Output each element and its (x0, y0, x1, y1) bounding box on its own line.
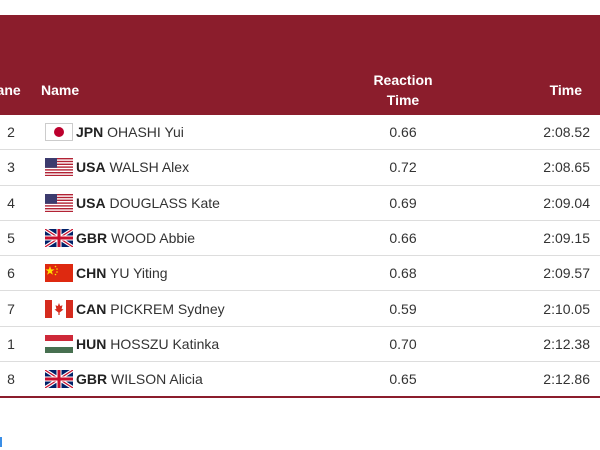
table-row: 7 CAN PICKREM Sydney 0.59 2:10.05 (0, 291, 600, 327)
finish-time: 2:09.57 (543, 265, 590, 282)
finish-time: 2:08.52 (543, 124, 590, 141)
athlete-name: YU Yiting (109, 265, 168, 282)
table-header: Lane Name Reaction Time Time (0, 15, 600, 115)
flag (45, 123, 73, 141)
results-table: 2 JPN OHASHI Yui 0.66 2:08.52 3 USA WALSH Ale… (0, 115, 600, 399)
athlete: JPN OHASHI Yui (76, 124, 184, 140)
finish-time: 2:12.86 (543, 371, 590, 388)
athlete: GBR WILSON Alicia (76, 371, 203, 387)
name-header: Name (41, 82, 80, 98)
athlete: CAN PICKREM Sydney (76, 301, 225, 317)
reaction-header: Reaction Time (373, 72, 433, 108)
lane: 5 (7, 230, 15, 247)
athlete-name: WALSH Alex (109, 159, 190, 176)
finish-time: 2:09.04 (543, 194, 590, 211)
table-row: 1 HUN HOSSZU Katinka 0.70 2:12.38 (0, 327, 600, 363)
athlete-name: WOOD Abbie (111, 230, 196, 247)
country-code: JPN (76, 124, 104, 141)
flag (45, 335, 73, 353)
country-code: USA (76, 159, 106, 176)
reaction-time: 0.72 (389, 159, 417, 176)
finish-time: 2:09.15 (543, 230, 590, 247)
lane: 7 (7, 300, 15, 317)
table-row: 6 CHN YU Yiting 0.68 2:09.57 (0, 256, 600, 292)
athlete-name: OHASHI Yui (107, 124, 184, 141)
lane: 4 (7, 194, 15, 211)
reaction-time: 0.66 (389, 124, 417, 141)
table-row: 4 USA DOUGLASS Kate 0.69 2:09.04 (0, 186, 600, 221)
flag (45, 194, 73, 212)
country-code: CHN (76, 265, 107, 282)
flag (45, 229, 73, 247)
finish-time: 2:12.38 (543, 335, 590, 352)
country-code: CAN (76, 300, 107, 317)
reaction-time: 0.59 (389, 300, 417, 317)
athlete-name: PICKREM Sydney (110, 300, 225, 317)
country-code: HUN (76, 335, 107, 352)
athlete: USA WALSH Alex (76, 159, 189, 175)
lane: 2 (7, 124, 15, 141)
lane: 1 (7, 335, 15, 352)
time-header: Time (549, 82, 582, 98)
athlete-name: WILSON Alicia (111, 371, 203, 388)
reaction-time: 0.69 (389, 194, 417, 211)
reaction-time: 0.65 (389, 371, 417, 388)
lane: 3 (7, 159, 15, 176)
table-row: 8 GBR WILSON Alicia 0.65 2:12.86 (0, 362, 600, 396)
reaction-time: 0.70 (389, 335, 417, 352)
athlete: USA DOUGLASS Kate (76, 195, 220, 211)
flag (45, 158, 73, 176)
finish-time: 2:10.05 (543, 300, 590, 317)
lane: 8 (7, 371, 15, 388)
finish-time: 2:08.65 (543, 159, 590, 176)
flag (45, 300, 73, 318)
athlete-name: DOUGLASS Kate (109, 194, 220, 211)
athlete: HUN HOSSZU Katinka (76, 336, 219, 352)
table-row: 3 USA WALSH Alex 0.72 2:08.65 (0, 150, 600, 186)
flag (45, 264, 73, 282)
lane: 6 (7, 265, 15, 282)
scroll-indicator (0, 437, 2, 447)
flag (45, 370, 73, 388)
table-row: 5 GBR WOOD Abbie 0.66 2:09.15 (0, 221, 600, 257)
country-code: GBR (76, 371, 108, 388)
reaction-time: 0.66 (389, 230, 417, 247)
country-code: GBR (76, 230, 108, 247)
lane-header: Lane (0, 82, 21, 98)
athlete: CHN YU Yiting (76, 265, 168, 281)
athlete-name: HOSSZU Katinka (110, 335, 220, 352)
table-row: 2 JPN OHASHI Yui 0.66 2:08.52 (0, 115, 600, 151)
reaction-time: 0.68 (389, 265, 417, 282)
athlete: GBR WOOD Abbie (76, 230, 195, 246)
country-code: USA (76, 194, 106, 211)
